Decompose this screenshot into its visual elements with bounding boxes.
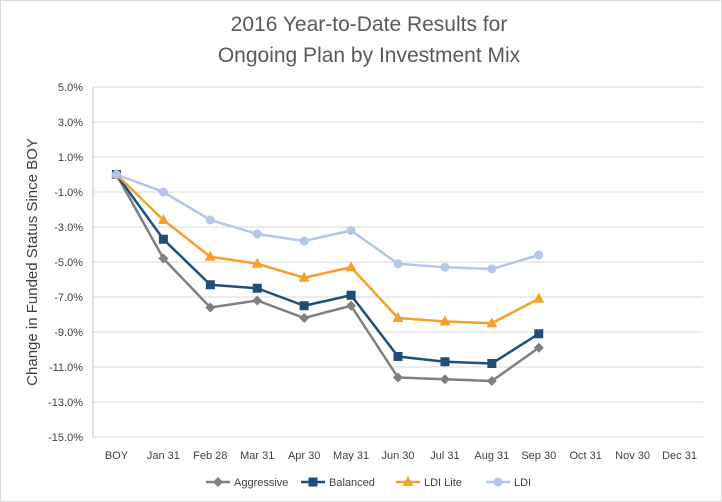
legend-label: Balanced xyxy=(329,477,375,489)
chart-title-line-2: Ongoing Plan by Investment Mix xyxy=(218,44,521,67)
marker-triangle xyxy=(486,317,498,328)
x-tick-label: Jun 30 xyxy=(381,450,414,462)
marker-triangle xyxy=(251,257,263,268)
marker-circle xyxy=(493,477,503,487)
marker-square xyxy=(158,234,168,244)
x-axis-ticks: BOY Jan 31 Feb 28 Mar 31 Apr 30 May 31 Jun 30 J… xyxy=(105,450,697,462)
marker-diamond xyxy=(439,374,450,385)
x-tick-label: Aug 31 xyxy=(474,450,509,462)
x-tick-label: BOY xyxy=(105,450,129,462)
y-tick-label: -5.0% xyxy=(54,257,83,269)
y-tick-label: 5.0% xyxy=(58,82,83,94)
marker-circle xyxy=(534,250,544,260)
marker-triangle xyxy=(533,292,545,303)
x-tick-label: Feb 28 xyxy=(193,450,227,462)
x-tick-label: Jul 31 xyxy=(430,450,459,462)
marker-square xyxy=(252,283,262,293)
x-tick-label: Mar 31 xyxy=(240,450,274,462)
series-line-ldi-lite xyxy=(115,173,540,325)
legend-label: Aggressive xyxy=(234,477,288,489)
marker-triangle xyxy=(345,261,357,272)
y-tick-label: 3.0% xyxy=(58,117,83,129)
marker-triangle xyxy=(298,271,310,282)
y-tick-label: -1.0% xyxy=(54,187,83,199)
marker-diamond xyxy=(205,302,216,313)
marker-diamond xyxy=(533,342,544,353)
legend-item-balanced: Balanced xyxy=(301,477,375,489)
x-tick-label: Apr 30 xyxy=(288,450,320,462)
legend-label: LDI Lite xyxy=(424,477,462,489)
x-tick-label: May 31 xyxy=(333,450,369,462)
y-tick-label: -13.0% xyxy=(48,397,83,409)
series-line-balanced xyxy=(115,173,540,365)
marker-circle xyxy=(487,264,497,274)
y-tick-label: 1.0% xyxy=(58,152,83,164)
y-tick-label: -7.0% xyxy=(54,292,83,304)
marker-square xyxy=(205,280,215,290)
marker-circle xyxy=(205,215,215,225)
marker-circle xyxy=(158,187,168,197)
x-tick-label: Sep 30 xyxy=(521,450,556,462)
marker-diamond xyxy=(252,295,263,306)
marker-circle xyxy=(440,262,450,272)
marker-square xyxy=(487,359,497,368)
series-line-aggressive xyxy=(115,173,540,383)
series-ldi-lite xyxy=(110,168,545,328)
series-layer xyxy=(110,168,545,386)
legend: Aggressive Balanced LDI Lite LDI xyxy=(206,476,531,489)
chart-title-line-1: 2016 Year-to-Date Results for xyxy=(231,13,508,36)
y-tick-label: -3.0% xyxy=(54,222,83,234)
legend-label: LDI xyxy=(514,477,531,489)
x-tick-label: Jan 31 xyxy=(147,450,180,462)
marker-square xyxy=(299,301,309,311)
marker-square xyxy=(308,477,318,487)
x-tick-label: Dec 31 xyxy=(662,450,697,462)
marker-diamond xyxy=(486,376,497,386)
x-tick-label: Oct 31 xyxy=(569,450,601,462)
marker-circle xyxy=(252,229,262,239)
y-tick-label: -11.0% xyxy=(49,362,83,374)
marker-circle xyxy=(393,259,403,269)
marker-triangle xyxy=(204,250,216,261)
marker-diamond xyxy=(393,372,403,383)
marker-circle xyxy=(111,170,121,179)
series-line-ldi xyxy=(116,173,540,271)
y-axis-label: Change in Funded Status Since BOY xyxy=(24,138,41,386)
series-ldi xyxy=(111,170,544,274)
y-tick-label: -9.0% xyxy=(54,327,83,339)
x-tick-label: Nov 30 xyxy=(615,450,650,462)
marker-square xyxy=(440,357,450,367)
series-aggressive xyxy=(111,169,544,386)
y-tick-label: -15.0% xyxy=(48,432,83,444)
marker-diamond xyxy=(299,313,310,323)
marker-diamond xyxy=(158,253,169,264)
legend-item-ldi: LDI xyxy=(486,477,531,489)
marker-square xyxy=(346,290,356,300)
marker-triangle xyxy=(392,312,404,322)
marker-square xyxy=(534,329,544,339)
marker-circle xyxy=(299,236,309,246)
marker-diamond xyxy=(213,477,223,487)
marker-square xyxy=(393,352,403,361)
marker-triangle xyxy=(402,476,414,486)
legend-item-ldi-lite: LDI Lite xyxy=(396,476,462,489)
marker-triangle xyxy=(157,214,169,224)
marker-triangle xyxy=(439,315,451,326)
legend-item-aggressive: Aggressive xyxy=(206,477,288,489)
marker-diamond xyxy=(346,300,357,311)
marker-circle xyxy=(346,226,356,235)
y-axis-ticks: 5.0% 3.0% 1.0% -1.0% -3.0% -5.0% -7.0% -9.0% -11… xyxy=(48,82,83,444)
